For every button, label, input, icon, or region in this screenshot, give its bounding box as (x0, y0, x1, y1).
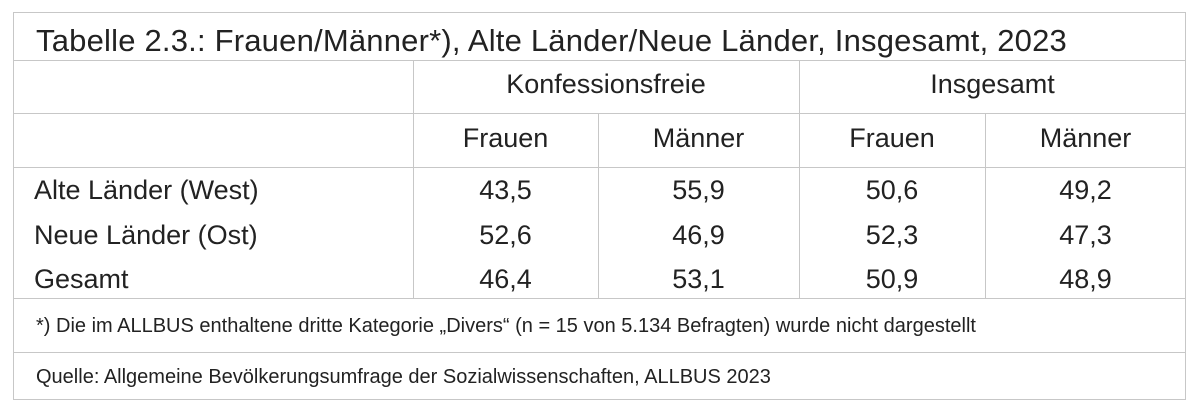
subheader-maenner-2: Männer (1039, 123, 1132, 153)
group-header-insgesamt: Insgesamt (930, 69, 1055, 99)
rule-col-1 (413, 60, 414, 298)
cell-gesamt-frauen-konf: 46,4 (479, 264, 532, 294)
rule-col-2 (598, 113, 599, 298)
cell-west-frauen-ges: 50,6 (865, 175, 919, 205)
row-label-gesamt: Gesamt (34, 264, 129, 294)
cell-gesamt-maenner-konf: 53,1 (672, 264, 725, 294)
cell-ost-frauen-konf: 52,6 (479, 220, 532, 250)
footnote: *) Die im ALLBUS enthaltene dritte Kateg… (36, 315, 976, 337)
cell-ost-maenner-ges: 47,3 (1059, 220, 1112, 250)
cell-west-frauen-konf: 43,5 (479, 175, 532, 205)
rule-below-footnote (13, 352, 1186, 353)
rule-below-title (13, 60, 1186, 61)
table-frame (13, 12, 1186, 400)
rule-below-groups (13, 113, 1186, 114)
cell-ost-maenner-konf: 46,9 (672, 220, 725, 250)
rule-below-subheaders (13, 167, 1186, 168)
cell-ost-frauen-ges: 52,3 (865, 220, 919, 250)
cell-west-maenner-ges: 49,2 (1059, 175, 1112, 205)
rule-col-4 (985, 113, 986, 298)
subheader-frauen-1: Frauen (462, 123, 549, 153)
row-label-west: Alte Länder (West) (34, 175, 259, 205)
subheader-maenner-1: Männer (652, 123, 745, 153)
cell-gesamt-maenner-ges: 48,9 (1059, 264, 1112, 294)
rule-col-3 (799, 60, 800, 298)
cell-west-maenner-konf: 55,9 (672, 175, 725, 205)
row-label-ost: Neue Länder (Ost) (34, 220, 258, 250)
subheader-frauen-2: Frauen (849, 123, 935, 153)
source-note: Quelle: Allgemeine Bevölkerungsumfrage d… (36, 366, 771, 388)
cell-gesamt-frauen-ges: 50,9 (865, 264, 919, 294)
table-title: Tabelle 2.3.: Frauen/Männer*), Alte Länd… (36, 23, 1067, 58)
group-header-konfessionsfreie: Konfessionsfreie (506, 69, 706, 99)
rule-below-data (13, 298, 1186, 299)
